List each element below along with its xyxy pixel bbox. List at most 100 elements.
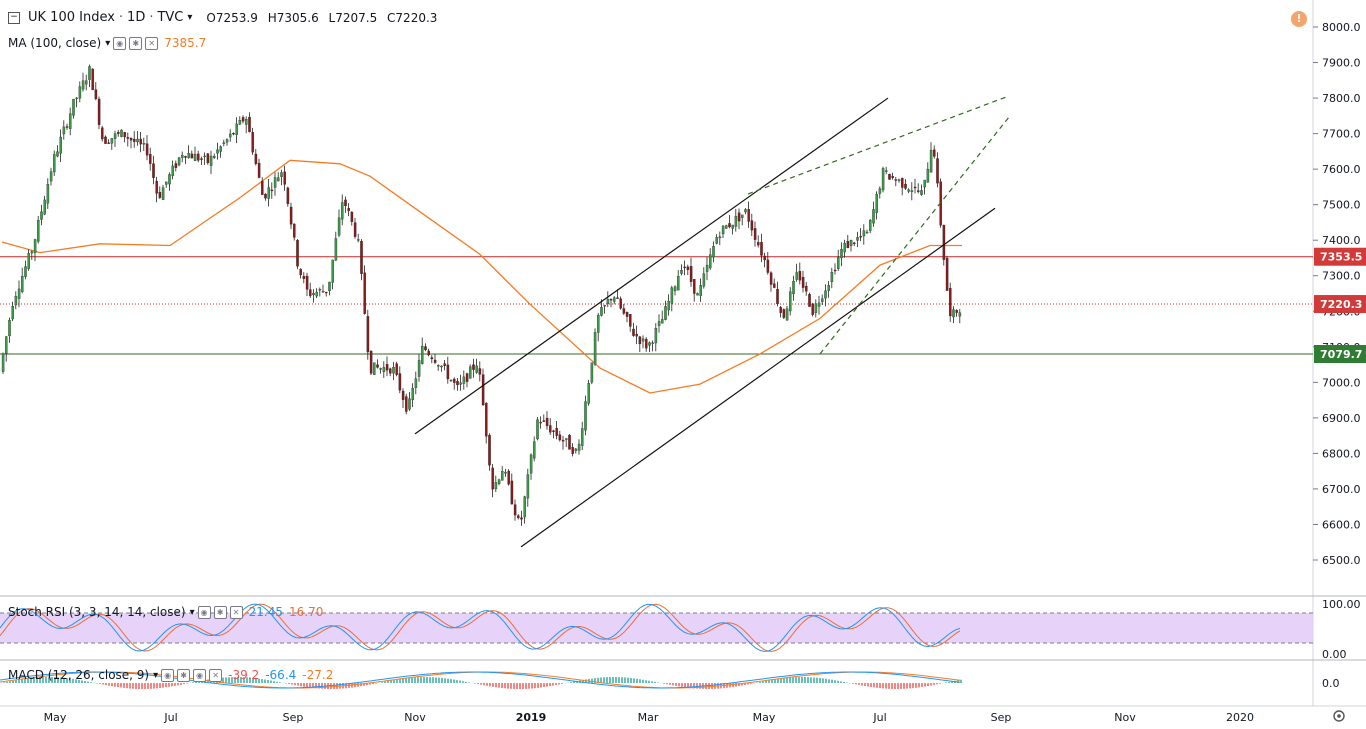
gear-icon[interactable]: ✱ bbox=[177, 669, 190, 682]
candle-body bbox=[108, 143, 110, 144]
macd-histogram-bar bbox=[663, 683, 665, 684]
macd-value-3: -27.2 bbox=[302, 668, 333, 682]
candle-body bbox=[908, 190, 910, 192]
gear-icon[interactable]: ✱ bbox=[214, 606, 227, 619]
candle-body bbox=[655, 328, 657, 343]
macd-value-2: -66.4 bbox=[265, 668, 296, 682]
interval[interactable]: 1D bbox=[127, 10, 145, 25]
time-tick-label: May bbox=[44, 711, 67, 724]
macd-histogram-bar bbox=[852, 683, 854, 684]
eye-icon[interactable]: ◉ bbox=[198, 606, 211, 619]
eye-icon[interactable]: ◉ bbox=[193, 669, 206, 682]
macd-histogram-bar bbox=[681, 683, 683, 687]
eye-icon[interactable]: ◉ bbox=[161, 669, 174, 682]
candle-body bbox=[770, 273, 772, 285]
candle-body bbox=[936, 159, 938, 184]
candle-body bbox=[629, 314, 631, 326]
candle-body bbox=[204, 156, 206, 157]
candle-body bbox=[165, 182, 167, 185]
macd-histogram-bar bbox=[909, 683, 911, 688]
candle-body bbox=[28, 253, 30, 268]
square-minus-icon[interactable]: − bbox=[8, 12, 20, 24]
macd-histogram-bar bbox=[675, 683, 677, 686]
candle-body bbox=[287, 188, 289, 204]
candle-body bbox=[728, 223, 730, 227]
warning-icon[interactable]: ! bbox=[1291, 11, 1307, 27]
macd-histogram-bar bbox=[150, 683, 152, 689]
macd-histogram-bar bbox=[678, 683, 680, 686]
candle-body bbox=[402, 391, 404, 400]
candle-body bbox=[684, 267, 686, 268]
candle-body bbox=[613, 298, 615, 302]
close-icon[interactable]: ✕ bbox=[145, 37, 158, 50]
candle-body bbox=[738, 213, 740, 221]
macd-histogram-bar bbox=[384, 682, 386, 683]
candle-body bbox=[191, 154, 193, 158]
price-tag-label-support: 7079.7 bbox=[1320, 348, 1362, 361]
candle-body bbox=[837, 258, 839, 269]
macd-histogram-bar bbox=[885, 683, 887, 689]
price-tick-label: 6700.0 bbox=[1322, 483, 1361, 496]
symbol-name[interactable]: UK 100 Index bbox=[28, 10, 115, 25]
candle-body bbox=[325, 292, 327, 293]
candle-body bbox=[866, 232, 868, 233]
macd-histogram-bar bbox=[792, 677, 794, 683]
stoch-label[interactable]: Stoch RSI (3, 3, 14, 14, close) bbox=[8, 605, 186, 619]
candle-body bbox=[104, 137, 106, 144]
chevron-down-icon[interactable]: ▾ bbox=[190, 607, 195, 618]
candle-body bbox=[98, 99, 100, 125]
candle-body bbox=[901, 178, 903, 187]
candle-body bbox=[40, 212, 42, 220]
macd-histogram-bar bbox=[141, 683, 143, 689]
candle-body bbox=[652, 343, 654, 344]
candle-body bbox=[277, 178, 279, 181]
chevron-down-icon[interactable]: ▾ bbox=[153, 670, 158, 681]
candle-body bbox=[511, 481, 513, 504]
macd-histogram-bar bbox=[765, 681, 767, 683]
candle-body bbox=[162, 188, 164, 200]
candle-body bbox=[828, 285, 830, 291]
candle-body bbox=[626, 312, 628, 316]
macd-label[interactable]: MACD (12, 26, close, 9) bbox=[8, 668, 149, 682]
macd-histogram-bar bbox=[774, 679, 776, 683]
macd-histogram-bar bbox=[558, 683, 560, 685]
candle-body bbox=[367, 316, 369, 352]
macd-histogram-bar bbox=[555, 683, 557, 685]
candle-body bbox=[456, 381, 458, 385]
price-tick-label: 7000.0 bbox=[1322, 376, 1361, 389]
macd-histogram-bar bbox=[447, 679, 449, 683]
macd-histogram-bar bbox=[684, 683, 686, 687]
candle-body bbox=[636, 334, 638, 336]
chevron-down-icon[interactable]: ▾ bbox=[187, 12, 192, 23]
ma-label[interactable]: MA (100, close) bbox=[8, 36, 101, 50]
macd-histogram-bar bbox=[537, 683, 539, 688]
macd-axis-label: 0.0 bbox=[1322, 677, 1340, 690]
chevron-down-icon[interactable]: ▾ bbox=[105, 38, 110, 49]
candle-body bbox=[85, 81, 87, 84]
candle-body bbox=[594, 332, 596, 364]
candle-body bbox=[63, 127, 65, 134]
macd-histogram-bar bbox=[177, 683, 179, 685]
candle-body bbox=[184, 156, 186, 157]
close-icon[interactable]: ✕ bbox=[230, 606, 243, 619]
macd-histogram-bar bbox=[786, 678, 788, 683]
candle-body bbox=[146, 144, 148, 156]
macd-histogram-bar bbox=[825, 679, 827, 683]
candle-body bbox=[501, 471, 503, 480]
macd-histogram-bar bbox=[840, 681, 842, 683]
candle-body bbox=[927, 169, 929, 182]
macd-histogram-bar bbox=[192, 682, 194, 683]
candle-body bbox=[175, 164, 177, 168]
macd-histogram-bar bbox=[489, 683, 491, 686]
close-icon[interactable]: ✕ bbox=[209, 669, 222, 682]
candle-body bbox=[2, 354, 4, 372]
gear-icon[interactable]: ✱ bbox=[129, 37, 142, 50]
candle-body bbox=[66, 127, 68, 128]
macd-histogram-bar bbox=[123, 683, 125, 688]
macd-histogram-bar bbox=[441, 678, 443, 683]
candle-body bbox=[450, 380, 452, 381]
eye-icon[interactable]: ◉ bbox=[113, 37, 126, 50]
candle-body bbox=[645, 339, 647, 348]
macd-value-1: -39.2 bbox=[228, 668, 259, 682]
candle-body bbox=[408, 399, 410, 409]
